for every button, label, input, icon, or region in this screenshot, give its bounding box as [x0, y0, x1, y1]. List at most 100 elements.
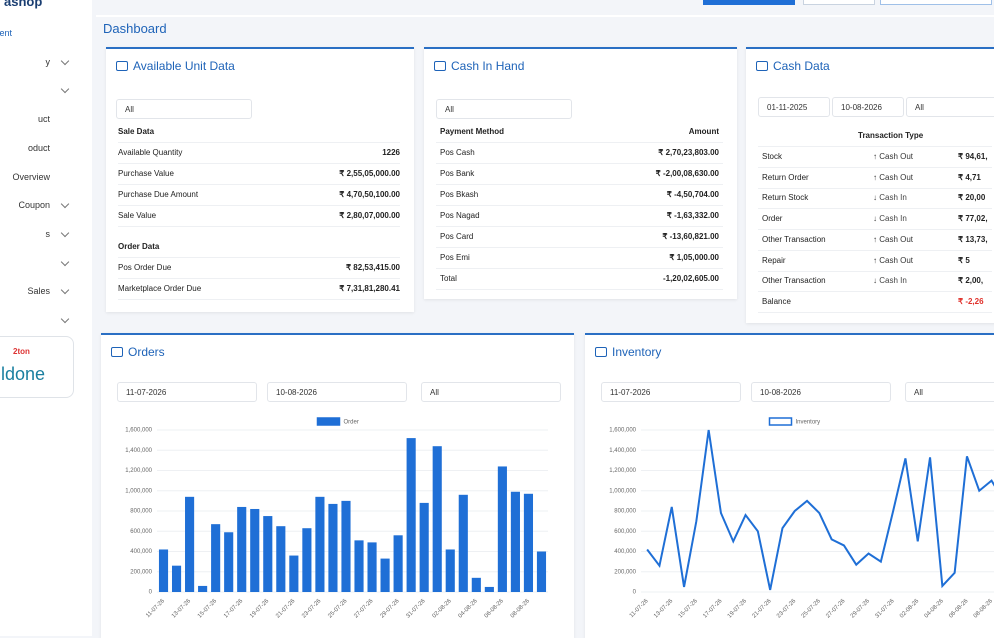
y-tick-label: 400,000: [614, 549, 636, 555]
cell: ₹ -2,26: [958, 296, 984, 306]
x-tick-label: 02-08-26: [899, 598, 921, 620]
bar: [510, 491, 520, 592]
table-row: Transaction Type: [758, 125, 992, 147]
promo[interactable]: 2ton ldone: [0, 336, 74, 398]
menu-item[interactable]: [0, 314, 80, 327]
promo-line: 2ton: [13, 347, 30, 356]
x-tick-label: 19-07-26: [249, 598, 271, 620]
bar: [185, 496, 195, 592]
title-text: Cash In Hand: [451, 59, 525, 73]
cell: ₹ -13,60,821.00: [662, 232, 719, 241]
menu-item[interactable]: Coupon: [0, 199, 80, 212]
date-input[interactable]: 11-07-2026: [601, 382, 741, 402]
bar: [484, 586, 494, 592]
x-tick-label: 19-07-26: [727, 598, 749, 620]
cell: ↑ Cash Out: [873, 172, 914, 182]
bar: [380, 558, 390, 592]
chevron: [60, 314, 70, 324]
select[interactable]: All: [436, 99, 572, 119]
menu-item[interactable]: s: [0, 228, 80, 241]
chart: 0 200,000 400,000 600,000 800,000 1,000,000 1,…: [125, 417, 548, 620]
cell: Stock: [762, 152, 783, 161]
bar: [224, 532, 234, 592]
y-tick-label: 1,000,000: [125, 488, 152, 494]
bar: [341, 500, 351, 592]
y-tick-label: 600,000: [614, 529, 636, 535]
bar: [406, 438, 416, 592]
table-row: Return Stock ↓ Cash In ₹ 20,00: [758, 187, 992, 210]
cell: ₹ 7,31,81,280.41: [339, 284, 400, 293]
y-tick-label: 1,200,000: [609, 468, 636, 474]
x-tick-label: 25-07-26: [801, 598, 823, 620]
icon: [116, 61, 128, 71]
select[interactable]: All: [116, 99, 252, 119]
cell: 1226: [382, 148, 400, 157]
title-text: Orders: [128, 345, 165, 359]
cash-card: Cash In Hand All Payment Method Amount Pos…: [424, 47, 737, 299]
x-tick-label: 27-07-26: [353, 598, 375, 620]
chevron: [60, 286, 70, 295]
bar: [302, 528, 312, 592]
legend-swatch: [768, 417, 793, 426]
table-row: Pos Bank ₹ -2,00,08,630.00: [436, 163, 723, 185]
menu-item[interactable]: [0, 257, 80, 270]
table-row: Marketplace Order Due ₹ 7,31,81,280.41: [118, 278, 400, 300]
cell: Available Quantity: [118, 148, 183, 157]
menu-item[interactable]: ent: [0, 28, 80, 40]
top-button[interactable]: [803, 0, 875, 5]
legend-swatch: [316, 417, 341, 426]
chevron: [60, 56, 70, 65]
menu-item[interactable]: [0, 85, 80, 97]
menu-item[interactable]: y: [0, 56, 80, 69]
y-tick-label: 600,000: [130, 529, 152, 535]
menu-item[interactable]: uct: [0, 114, 80, 126]
date-input[interactable]: 10-08-2026: [751, 382, 891, 402]
menu-item[interactable]: Overview: [0, 172, 80, 184]
cell: Marketplace Order Due: [118, 284, 202, 293]
title-text: Cash Data: [773, 59, 830, 73]
cell: ₹ 2,80,07,000.00: [339, 211, 400, 220]
title-text: Inventory: [612, 345, 662, 359]
table-row: Total -1,20,02,605.00: [436, 268, 723, 290]
date-input[interactable]: 01-11-2025: [758, 97, 830, 117]
x-tick-label: 13-07-26: [171, 598, 193, 620]
bar: [458, 494, 468, 592]
y-tick-label: 800,000: [614, 509, 636, 515]
bar: [432, 446, 442, 592]
line: [646, 429, 994, 591]
select[interactable]: All: [421, 382, 561, 402]
sidebar: ashop ent y uct oduct Overview Coupon s Sales 2…: [0, 0, 92, 636]
top-button[interactable]: [703, 0, 795, 5]
cell: Sale Value: [118, 211, 157, 220]
date-input[interactable]: 10-08-2026: [267, 382, 407, 402]
cell: Pos Bank: [440, 169, 475, 178]
cell: ₹ 2,70,23,803.00: [658, 148, 719, 157]
card-title: Cash Data: [756, 59, 830, 73]
chevron: [60, 85, 70, 94]
table-row: Other Transaction ↑ Cash Out ₹ 13,73,: [758, 229, 992, 251]
select[interactable]: All: [906, 97, 994, 117]
table-row: Pos Nagad ₹ -1,63,332.00: [436, 205, 723, 227]
cell: ₹ 1,05,000.00: [669, 253, 719, 262]
card-title: Available Unit Data: [116, 59, 235, 73]
cell: Pos Cash: [440, 148, 475, 157]
legend-label: Inventory: [796, 420, 821, 426]
select[interactable]: All: [905, 382, 994, 402]
top-button[interactable]: [880, 0, 992, 5]
date-input[interactable]: 10-08-2026: [832, 97, 904, 117]
bar: [354, 540, 364, 592]
menu-label: Coupon: [18, 200, 50, 211]
menu-item[interactable]: oduct: [0, 143, 80, 155]
orders-card: Orders 11-07-2026 10-08-2026 All 0 200,000 400…: [101, 333, 574, 638]
cell: ₹ 2,55,05,000.00: [339, 169, 400, 178]
x-tick-label: 11-07-26: [145, 598, 166, 619]
cell: ↑ Cash Out: [873, 152, 914, 161]
title-text: Available Unit Data: [133, 59, 235, 73]
bar: [237, 506, 247, 592]
menu-item[interactable]: Sales: [0, 286, 80, 298]
y-tick-label: 1,600,000: [125, 428, 152, 434]
cell: ↓ Cash In: [873, 214, 907, 224]
card-title: Orders: [111, 345, 165, 359]
cell: Other Transaction: [762, 234, 826, 244]
date-input[interactable]: 11-07-2026: [117, 382, 257, 402]
